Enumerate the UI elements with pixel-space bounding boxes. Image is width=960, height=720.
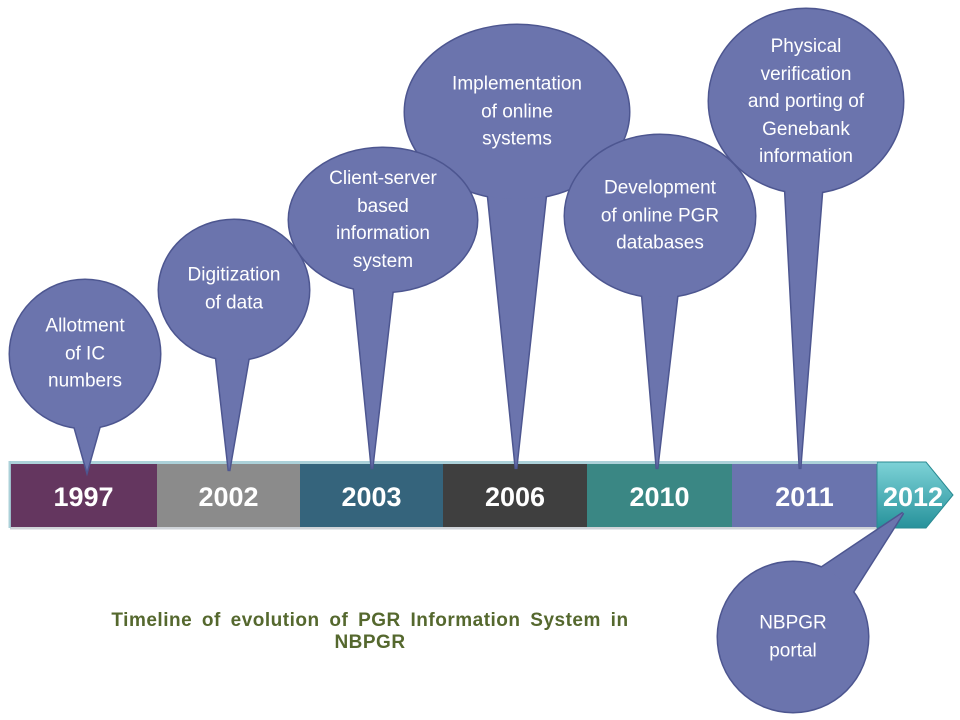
bar-left-highlight [8,461,11,528]
timeline-segment-2011 [732,464,877,527]
bar-bottom-shadow [10,527,877,530]
callout-digitization-of-data [157,218,311,472]
timeline-segment-2003 [300,464,443,527]
timeline-segment-2006 [443,464,587,527]
timeline-segment-2010 [587,464,732,527]
timeline-segment-2002 [157,464,300,527]
timeline-arrow-2012 [876,461,954,529]
callout-client-server-system [287,146,479,470]
callout-allotment-ic-numbers [8,278,162,477]
timeline-bar [8,461,954,530]
callout-implementation-online-systems [403,23,631,470]
callout-development-pgr-databases [563,133,757,470]
bar-top-highlight [10,461,877,464]
callout-nbpgr-portal [716,511,905,714]
timeline-segment-1997 [10,464,157,527]
callout-physical-verification [707,7,905,470]
